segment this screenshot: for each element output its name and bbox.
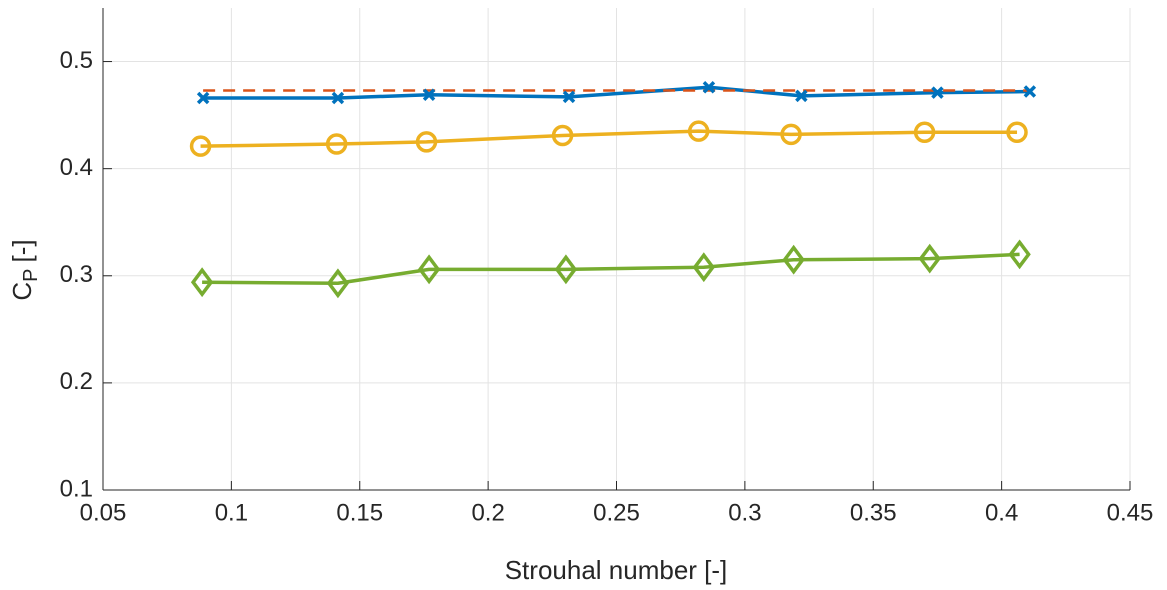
marker-circle <box>687 120 710 142</box>
marker-circle <box>325 133 348 155</box>
marker-diamond <box>417 254 441 285</box>
x-tick-label: 0.15 <box>336 499 383 526</box>
marker-diamond <box>326 268 350 299</box>
marker-x <box>196 91 210 105</box>
marker-diamond <box>918 243 941 274</box>
x-tick-label: 0.4 <box>985 499 1018 526</box>
marker-circle <box>913 121 936 143</box>
y-tick-label: 0.5 <box>60 47 93 74</box>
x-tick-label: 0.05 <box>80 499 127 526</box>
marker-circle <box>1006 121 1028 143</box>
series-line <box>202 252 1020 286</box>
series-line <box>203 85 1030 100</box>
marker-circle <box>551 124 574 147</box>
marker-x <box>702 81 716 94</box>
marker-x <box>1023 85 1037 98</box>
marker-circle <box>189 135 212 157</box>
y-label-sub: P <box>20 268 42 281</box>
x-tick-label: 0.2 <box>471 499 504 526</box>
marker-diamond <box>692 252 715 283</box>
marker-x <box>795 89 808 103</box>
series-line <box>200 129 1018 148</box>
marker-x <box>562 90 576 104</box>
marker-x <box>422 88 436 101</box>
marker-diamond <box>1008 239 1031 270</box>
marker-diamond <box>782 244 805 275</box>
x-tick-label: 0.35 <box>850 499 897 526</box>
marker-x <box>331 91 345 105</box>
y-tick-label: 0.2 <box>60 368 93 395</box>
y-tick-label: 0.3 <box>60 261 93 288</box>
x-tick-label: 0.1 <box>215 499 248 526</box>
x-tick-label: 0.45 <box>1107 499 1154 526</box>
marker-circle <box>780 123 802 146</box>
marker-diamond <box>190 267 214 298</box>
y-axis-label: CP [-] <box>7 239 42 300</box>
marker-x <box>931 86 944 99</box>
y-label-unit: [-] <box>7 239 37 262</box>
y-label-main: C <box>7 282 37 301</box>
y-tick-label: 0.4 <box>60 154 93 181</box>
marker-diamond <box>554 254 578 285</box>
x-axis-label: Strouhal number [-] <box>505 555 728 585</box>
marker-circle <box>415 131 438 153</box>
y-tick-label: 0.1 <box>60 475 93 502</box>
x-tick-label: 0.25 <box>593 499 640 526</box>
x-tick-label: 0.3 <box>728 499 761 526</box>
